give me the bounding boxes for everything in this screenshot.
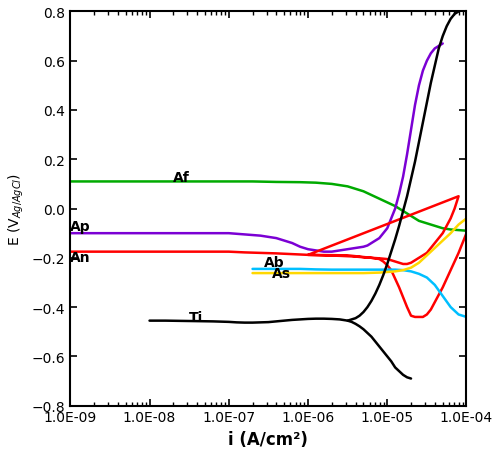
Text: Ti: Ti (189, 310, 204, 324)
Text: Ap: Ap (70, 219, 91, 233)
Text: Af: Af (174, 170, 190, 184)
Y-axis label: E (V$_{Ag/AgCl}$): E (V$_{Ag/AgCl}$) (7, 172, 26, 246)
X-axis label: i (A/cm²): i (A/cm²) (228, 430, 308, 448)
Text: Ab: Ab (264, 255, 285, 269)
Text: As: As (272, 266, 291, 280)
Text: An: An (70, 250, 91, 264)
